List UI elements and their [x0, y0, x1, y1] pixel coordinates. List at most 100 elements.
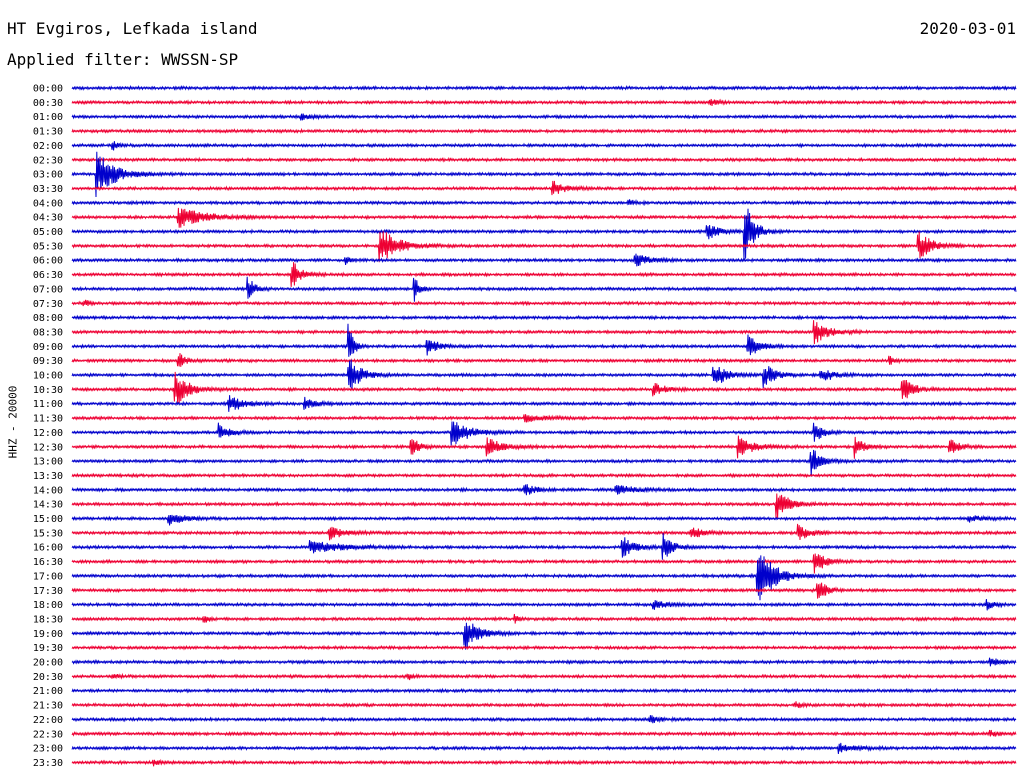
trace-row	[71, 113, 1017, 121]
trace-row	[71, 687, 1017, 694]
trace-row	[71, 598, 1017, 611]
trace-row	[71, 758, 1017, 767]
time-label: 11:00	[33, 399, 63, 410]
time-label: 14:30	[33, 500, 63, 511]
time-label: 18:00	[33, 600, 63, 611]
time-label: 16:30	[33, 557, 63, 568]
time-label: 10:30	[33, 385, 63, 396]
time-label: 12:00	[33, 428, 63, 439]
time-label: 14:00	[33, 485, 63, 496]
date-label: 2020-03-01	[919, 19, 1016, 38]
time-label: 05:00	[33, 227, 63, 238]
trace-row	[71, 657, 1017, 667]
trace-row	[71, 582, 1017, 599]
time-label: 16:00	[33, 543, 63, 554]
trace-row	[71, 742, 1017, 754]
time-label: 23:00	[33, 744, 63, 755]
trace-row	[71, 359, 1017, 389]
trace-row	[71, 156, 1017, 163]
time-label: 07:00	[33, 284, 63, 295]
time-label: 08:00	[33, 313, 63, 324]
trace-row	[71, 555, 1017, 601]
trace-row	[71, 421, 1017, 446]
trace-row	[71, 715, 1017, 724]
time-label: 01:30	[33, 127, 63, 138]
trace-row	[71, 472, 1017, 479]
time-label: 11:30	[33, 414, 63, 425]
trace-row	[71, 127, 1017, 134]
time-label: 22:30	[33, 729, 63, 740]
time-label: 07:30	[33, 299, 63, 310]
time-label: 20:30	[33, 672, 63, 683]
trace-row	[71, 180, 1017, 196]
time-label: 02:00	[33, 141, 63, 152]
trace-row	[71, 198, 1017, 207]
time-label: 13:30	[33, 471, 63, 482]
trace-row	[71, 320, 1017, 345]
trace-row	[71, 622, 1017, 650]
trace-row	[71, 98, 1017, 106]
time-label: 12:30	[33, 442, 63, 453]
time-label: 17:30	[33, 586, 63, 597]
time-label: 13:00	[33, 457, 63, 468]
trace-row	[71, 262, 1017, 287]
station-title: HT Evgiros, Lefkada island	[7, 19, 258, 38]
time-label: 22:00	[33, 715, 63, 726]
trace-row	[71, 299, 1017, 307]
trace-row	[71, 449, 1017, 477]
trace-row	[71, 151, 1017, 198]
trace-row	[71, 729, 1017, 737]
trace-row	[71, 371, 1017, 404]
time-label: 15:00	[33, 514, 63, 525]
time-label: 09:00	[33, 342, 63, 353]
trace-row	[71, 84, 1017, 91]
trace-row	[71, 484, 1017, 496]
time-label: 06:00	[33, 256, 63, 267]
trace-row	[71, 208, 1017, 260]
time-label: 03:00	[33, 170, 63, 181]
time-label: 04:00	[33, 198, 63, 209]
trace-row	[71, 207, 1017, 228]
trace-row	[71, 533, 1017, 560]
trace-row	[71, 314, 1017, 321]
time-label: 21:00	[33, 686, 63, 697]
time-label: 09:30	[33, 356, 63, 367]
trace-row	[71, 353, 1017, 367]
time-label: 01:00	[33, 112, 63, 123]
time-label: 05:30	[33, 241, 63, 252]
trace-row	[71, 414, 1017, 423]
trace-row	[71, 514, 1017, 526]
trace-row	[71, 672, 1017, 681]
time-label: 17:00	[33, 571, 63, 582]
time-labels: 00:00 00:30 01:00 01:30 02:00 02:30 03:00 03:30…	[33, 84, 63, 769]
trace-row	[71, 276, 1017, 302]
time-label: 06:30	[33, 270, 63, 281]
trace-row	[71, 701, 1017, 709]
time-label: 02:30	[33, 155, 63, 166]
trace-row	[71, 553, 1017, 574]
time-label: 00:00	[33, 84, 63, 95]
trace-row	[71, 395, 1017, 412]
trace-row	[71, 613, 1017, 624]
time-label: 08:30	[33, 327, 63, 338]
trace-row	[71, 523, 1017, 541]
trace-row	[71, 231, 1017, 263]
trace-row	[71, 253, 1017, 267]
time-label: 00:30	[33, 98, 63, 109]
time-label: 15:30	[33, 528, 63, 539]
time-label: 19:30	[33, 643, 63, 654]
trace-row	[71, 493, 1017, 519]
time-label: 21:30	[33, 701, 63, 712]
time-label: 10:00	[33, 371, 63, 382]
time-label: 18:30	[33, 614, 63, 625]
trace-row	[71, 323, 1017, 357]
trace-row	[71, 141, 1017, 151]
trace-row	[71, 435, 1017, 459]
trace-row	[71, 644, 1017, 651]
time-label: 04:30	[33, 213, 63, 224]
time-label: 19:00	[33, 629, 63, 640]
time-label: 23:30	[33, 758, 63, 769]
time-label: 03:30	[33, 184, 63, 195]
traces	[71, 84, 1017, 767]
